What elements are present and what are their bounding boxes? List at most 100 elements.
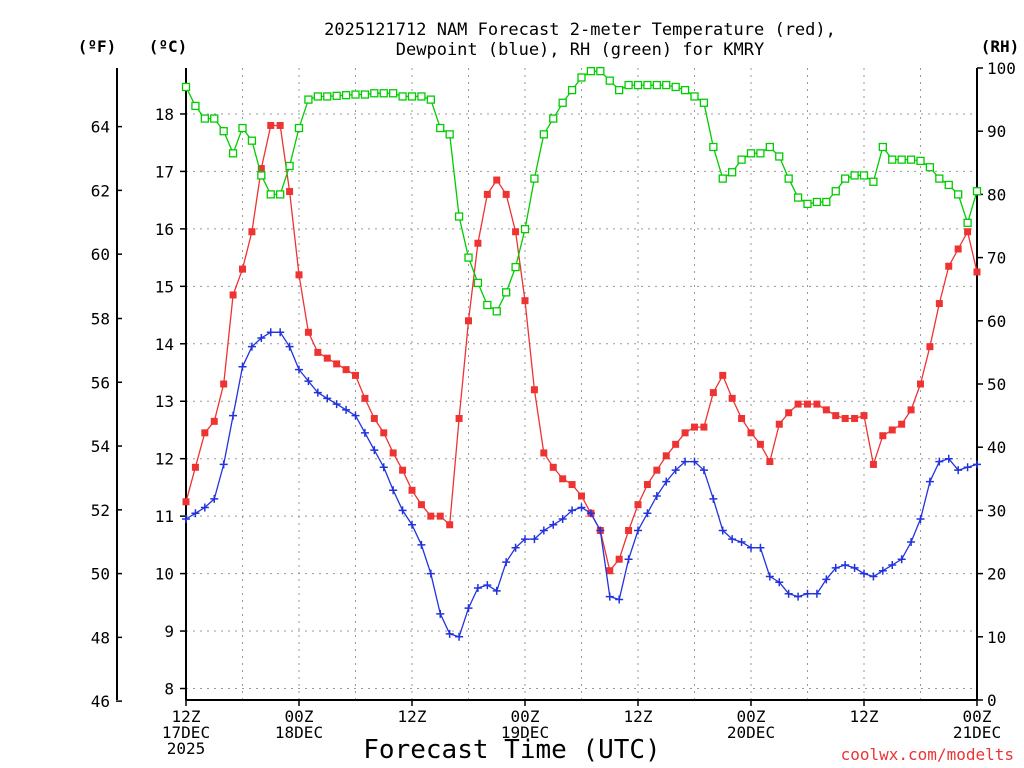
temperature-point [898,420,906,428]
dewpoint-point [596,526,605,535]
x-tick-label: 12Z [850,707,879,726]
rh-point [662,80,671,90]
dewpoint-point [709,494,718,503]
temperature-point [333,360,341,368]
x-tick-label: 12Z [624,707,653,726]
rh-point [680,85,690,95]
f-tick-label: 46 [91,692,110,711]
rh-point [454,212,464,221]
temperature-point [530,386,538,394]
temperature-point [728,394,736,402]
rh-point [210,114,219,123]
dewpoint-point [473,583,482,592]
x-tick-label: 21DEC [953,723,1001,742]
dewpoint-point [681,457,690,466]
temperature-point [474,239,482,247]
temperature-point [399,466,407,474]
rh-point [690,92,699,101]
rh-point [746,149,756,158]
c-tick-label: 11 [155,507,174,526]
rh-point [812,197,822,207]
temperature-point [578,492,585,500]
dewpoint-point [794,592,803,601]
x-tick-label: 12Z [398,707,427,726]
temperature-point [917,380,924,388]
dewpoint-point [408,520,416,529]
dewpoint-point [718,526,727,535]
rh-point [775,152,784,161]
dewpoint-point [954,466,963,475]
temperature-point [342,366,350,374]
dewpoint-point [379,463,388,472]
temperature-point [888,426,896,434]
dewpoint-point [765,572,774,581]
c-tick-label: 17 [155,162,174,181]
temperature-point [455,414,463,422]
temperature-point [286,188,294,196]
dewpoint-point [860,569,868,578]
dewpoint-point [511,543,520,552]
dewpoint-point [916,515,925,524]
f-tick-label: 50 [91,565,110,584]
f-tick-label: 58 [91,310,110,329]
dewpoint-point [549,520,558,529]
temperature-point [756,440,764,448]
rh-point [652,80,661,90]
temperature-point [493,176,501,184]
f-tick-label: 48 [91,628,110,647]
dewpoint-point [699,466,708,475]
temperature-point [804,400,811,408]
dewpoint-point [285,342,294,351]
rh-point [332,91,341,100]
dewpoint-point [351,411,360,420]
dewpoint-point [973,460,981,469]
dewpoint-point [935,457,944,466]
temperature-point [370,414,378,422]
temperature-point [681,429,689,437]
rh-series [181,67,982,316]
dewpoint-point [605,592,614,601]
temperature-point [662,452,670,460]
dewpoint-point [652,492,661,501]
dewpoint-point [219,460,228,469]
temperature-point [775,420,783,428]
dewpoint-point [737,538,746,546]
temperature-point [389,449,397,457]
temperature-point [907,406,915,414]
rh-point [398,92,407,101]
dewpoint-point [907,538,916,546]
temperature-point [304,328,312,336]
rh-point [859,171,869,180]
rh-point [266,190,275,199]
x-tick-label: 12Z [172,707,201,726]
temperature-point [229,291,237,299]
x-tick-label: 19DEC [501,723,549,742]
series-layer [181,67,982,641]
temperature-point [879,432,887,440]
dewpoint-point [822,575,831,584]
rh-point [417,92,426,101]
dewpoint-point [502,558,511,567]
temperature-point [822,406,830,414]
rh-point [784,174,793,183]
temperature-point [973,268,981,276]
rh-point [709,142,718,152]
temperature-point [521,297,529,305]
rh-point [520,225,530,234]
rh-point [483,300,492,310]
rh-point [822,197,831,207]
rh-point [831,187,840,196]
rh-point [464,253,473,262]
rh-point [925,163,935,172]
axis-ticks: 8 9 10 11 12 13 14 15 16 17 18 46 48 50 52 54 56 58 60 62 64… [91,59,1016,758]
rh-point [341,91,351,100]
dewpoint-point [455,632,464,641]
chart-title-line2: Dewpoint (blue), RH (green) for KMRY [396,40,764,60]
rh-point [963,218,972,227]
credit-text: coolwx.com/modelts [841,745,1014,764]
rh-point [850,171,859,180]
dewpoint-point [360,428,369,437]
temperature-point [559,475,567,483]
dewpoint-point [304,377,313,386]
